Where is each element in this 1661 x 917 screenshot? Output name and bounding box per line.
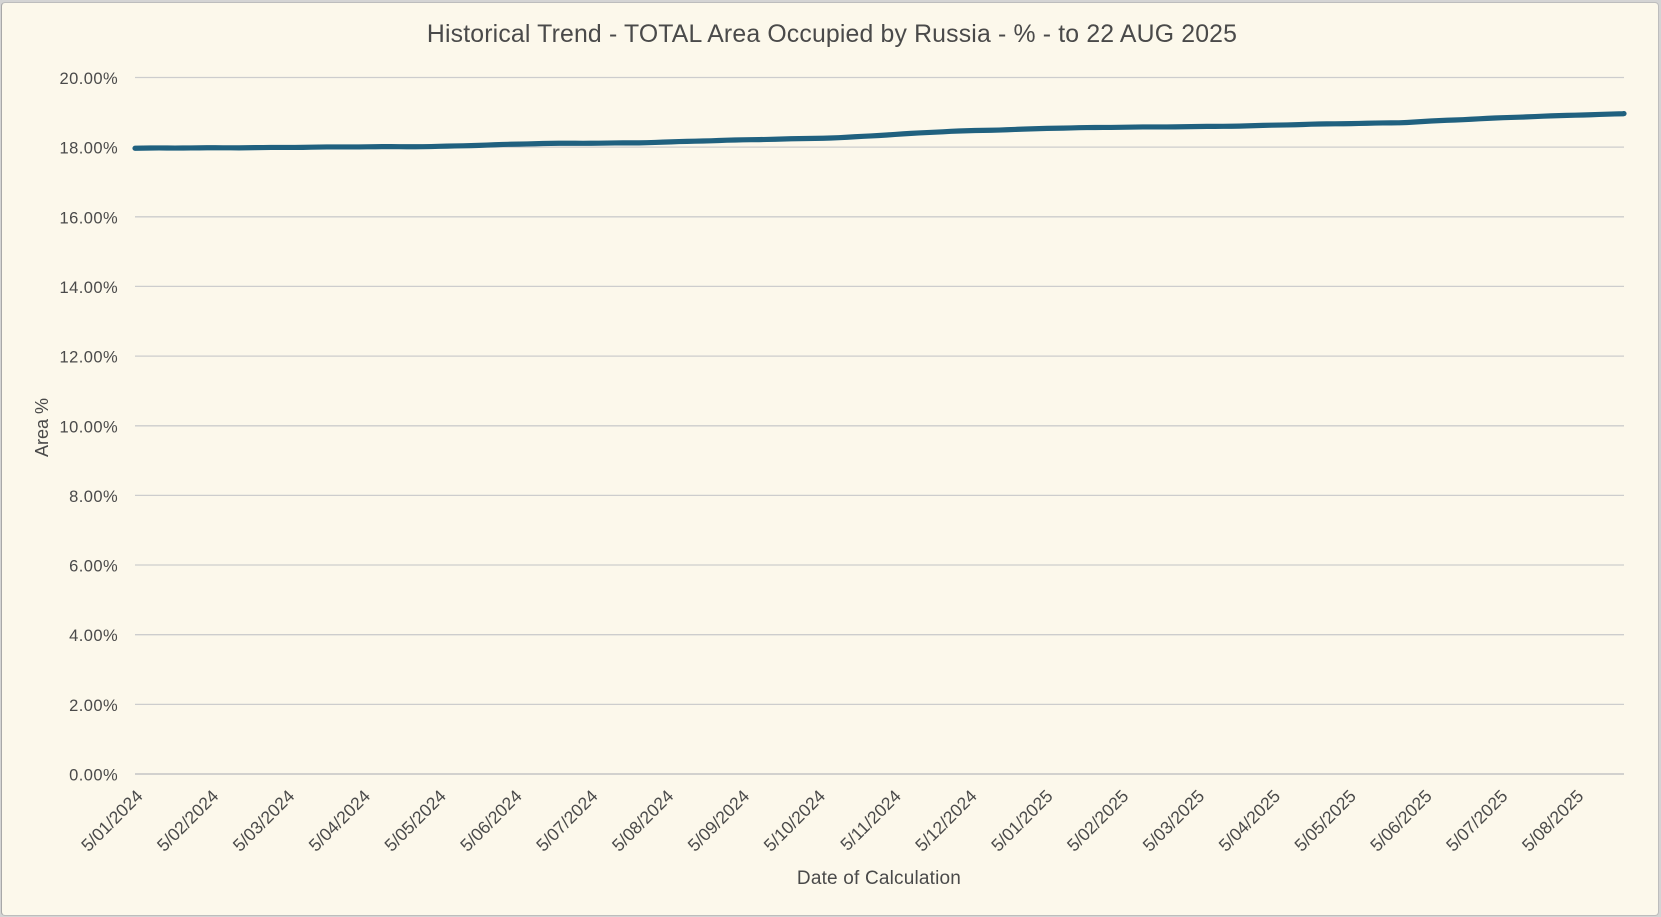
- svg-text:12.00%: 12.00%: [60, 349, 119, 367]
- svg-text:Area %: Area %: [32, 398, 52, 457]
- svg-text:5/03/2025: 5/03/2025: [1139, 786, 1209, 856]
- svg-text:5/07/2025: 5/07/2025: [1442, 786, 1512, 856]
- svg-text:5/02/2025: 5/02/2025: [1063, 786, 1133, 856]
- svg-text:5/05/2024: 5/05/2024: [380, 786, 450, 856]
- svg-text:5/10/2024: 5/10/2024: [760, 786, 830, 856]
- svg-text:5/06/2024: 5/06/2024: [456, 786, 526, 856]
- svg-text:5/11/2024: 5/11/2024: [836, 786, 905, 855]
- svg-text:0.00%: 0.00%: [69, 767, 118, 785]
- svg-text:18.00%: 18.00%: [60, 140, 119, 158]
- svg-text:5/03/2024: 5/03/2024: [229, 786, 299, 856]
- svg-text:5/08/2024: 5/08/2024: [608, 786, 678, 856]
- svg-text:5/01/2024: 5/01/2024: [77, 786, 147, 856]
- svg-text:14.00%: 14.00%: [60, 279, 119, 297]
- svg-text:2.00%: 2.00%: [69, 697, 118, 715]
- svg-text:10.00%: 10.00%: [60, 418, 119, 436]
- svg-text:6.00%: 6.00%: [69, 558, 118, 576]
- svg-text:Historical Trend - TOTAL Area: Historical Trend - TOTAL Area Occupied b…: [427, 21, 1237, 48]
- svg-text:16.00%: 16.00%: [60, 209, 119, 227]
- svg-text:5/12/2024: 5/12/2024: [911, 786, 981, 856]
- svg-text:5/05/2025: 5/05/2025: [1290, 786, 1360, 856]
- svg-text:5/07/2024: 5/07/2024: [532, 786, 602, 856]
- svg-text:5/04/2025: 5/04/2025: [1215, 786, 1285, 856]
- svg-text:5/04/2024: 5/04/2024: [305, 786, 375, 856]
- svg-text:Date of Calculation: Date of Calculation: [797, 868, 961, 889]
- svg-text:5/08/2025: 5/08/2025: [1518, 786, 1588, 856]
- svg-text:4.00%: 4.00%: [69, 627, 118, 645]
- svg-text:5/09/2024: 5/09/2024: [684, 786, 754, 856]
- svg-text:5/01/2025: 5/01/2025: [987, 786, 1057, 856]
- svg-text:5/06/2025: 5/06/2025: [1366, 786, 1436, 856]
- svg-text:20.00%: 20.00%: [60, 70, 119, 88]
- svg-text:8.00%: 8.00%: [69, 488, 118, 506]
- svg-text:5/02/2024: 5/02/2024: [153, 786, 223, 856]
